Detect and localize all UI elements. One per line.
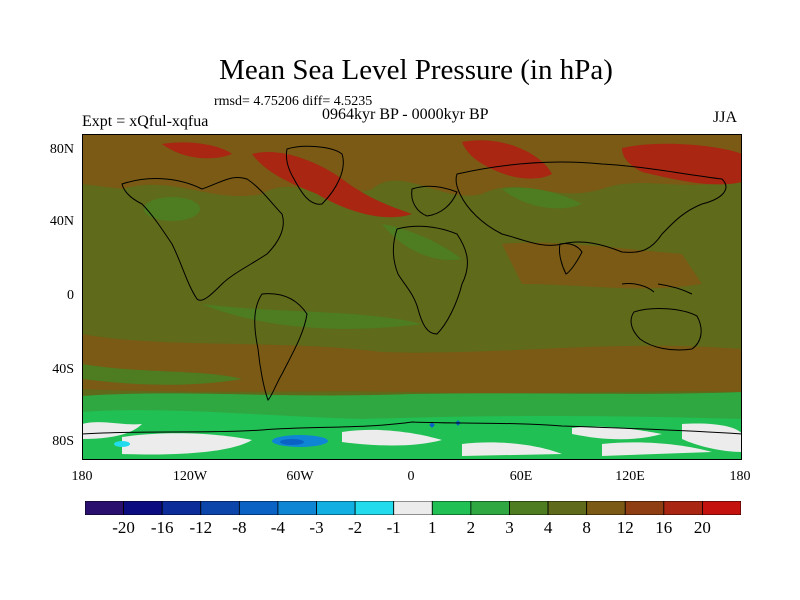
colorbar-label: 4 bbox=[543, 518, 553, 537]
colorbar-box bbox=[547, 501, 588, 515]
lon-label-120w: 120W bbox=[172, 469, 208, 484]
colorbar-label: 3 bbox=[505, 518, 514, 537]
colorbar-box bbox=[316, 501, 356, 515]
lat-label-40n: 40N bbox=[49, 214, 74, 229]
colorbar-label: 8 bbox=[582, 518, 591, 537]
colorbar-box bbox=[702, 501, 741, 515]
colorbar-label: 1 bbox=[428, 518, 437, 537]
warm-regions bbox=[82, 134, 742, 394]
coastlines bbox=[82, 145, 742, 435]
lon-label-180e: 180 bbox=[729, 469, 751, 484]
colorbar-label: -1 bbox=[386, 518, 401, 537]
colorbar-box bbox=[238, 501, 279, 515]
colorbar-label: 16 bbox=[655, 518, 673, 537]
colorbar-label: -20 bbox=[112, 518, 135, 537]
colorbar-label: -4 bbox=[270, 518, 285, 537]
white-patches bbox=[82, 422, 742, 456]
colorbar-box bbox=[161, 501, 202, 515]
colorbar-box bbox=[624, 501, 665, 515]
colorbar-box bbox=[200, 501, 240, 515]
lon-label-120e: 120E bbox=[615, 469, 645, 484]
lon-label-60e: 60E bbox=[509, 469, 533, 484]
plot-title: Mean Sea Level Pressure (in hPa) bbox=[219, 54, 613, 86]
lat-label-40s: 40S bbox=[52, 362, 74, 377]
colorbar-box bbox=[470, 501, 510, 515]
colorbar-label: 20 bbox=[693, 518, 711, 537]
lat-label-0: 0 bbox=[67, 288, 74, 303]
lat-label-80n: 80N bbox=[49, 142, 74, 157]
colorbar-box bbox=[123, 501, 163, 515]
colorbar-box bbox=[277, 501, 317, 515]
period-label: 0964kyr BP - 0000kyr BP bbox=[322, 106, 489, 123]
lon-label-180w: 180 bbox=[71, 469, 93, 484]
colorbar-label: -2 bbox=[348, 518, 363, 537]
colorbar-label: -8 bbox=[232, 518, 247, 537]
season-label: JJA bbox=[713, 109, 738, 126]
colorbar-label: -12 bbox=[189, 518, 213, 537]
colorbar-label: 12 bbox=[616, 518, 634, 537]
colorbar-box bbox=[393, 501, 433, 515]
colorbar-box bbox=[586, 501, 626, 515]
green-regions bbox=[82, 187, 582, 385]
colorbar bbox=[85, 501, 741, 515]
colorbar-box bbox=[509, 501, 549, 515]
colorbar-label: -3 bbox=[309, 518, 324, 537]
pressure-map bbox=[82, 134, 742, 460]
lat-label-80s: 80S bbox=[52, 434, 74, 449]
colorbar-box bbox=[85, 501, 124, 515]
stats-text: rmsd= 4.75206 diff= 4.5235 bbox=[214, 94, 373, 109]
colorbar-box bbox=[354, 501, 395, 515]
blue-patches bbox=[114, 420, 461, 447]
colorbar-label: 2 bbox=[466, 518, 476, 537]
experiment-label: Expt = xQful-xqfua bbox=[82, 113, 209, 130]
lon-label-60w: 60W bbox=[286, 469, 314, 484]
red-regions bbox=[162, 140, 742, 218]
colorbar-box bbox=[663, 501, 703, 515]
colorbar-box bbox=[431, 501, 472, 515]
colorbar-label: -16 bbox=[150, 518, 174, 537]
lon-label-0: 0 bbox=[407, 469, 415, 484]
